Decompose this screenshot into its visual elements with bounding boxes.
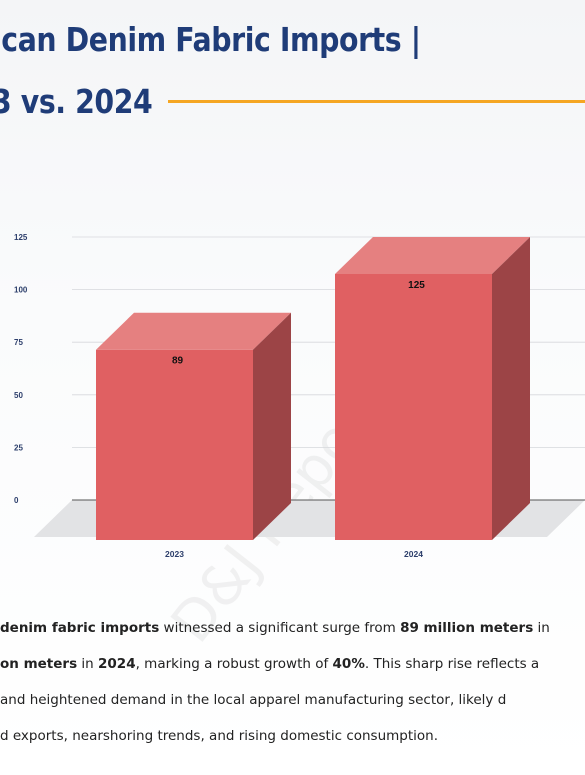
desc-text: in bbox=[77, 656, 99, 672]
bar-top bbox=[335, 237, 530, 274]
bar-top bbox=[96, 312, 291, 350]
desc-text: witnessed a significant surge from bbox=[159, 620, 401, 636]
desc-text: , marking a robust growth of bbox=[135, 656, 333, 672]
bar-side bbox=[492, 237, 530, 540]
bar-front bbox=[96, 349, 253, 540]
desc-text: 40% bbox=[332, 656, 365, 672]
desc-text: in bbox=[533, 620, 550, 636]
y-tick-label: 100 bbox=[14, 286, 28, 295]
bar-chart: 0 25 50 75 100 125 89 125 2023 2024 bbox=[14, 233, 585, 559]
bar-front bbox=[335, 274, 492, 540]
page-title-line-1: ican Denim Fabric Imports | bbox=[0, 20, 421, 59]
desc-text: . This sharp rise reflects a bbox=[364, 656, 540, 672]
y-tick-label: 75 bbox=[14, 338, 23, 347]
description-line-2: on meters in 2024, marking a robust grow… bbox=[0, 656, 539, 672]
desc-text: 89 million meters bbox=[400, 620, 534, 636]
y-tick-label: 25 bbox=[14, 443, 23, 452]
x-category-label: 2023 bbox=[165, 549, 184, 559]
bar-value-label: 125 bbox=[408, 280, 425, 291]
y-tick-label: 125 bbox=[14, 233, 28, 242]
y-tick-label: 50 bbox=[14, 391, 23, 400]
description-line-1: denim fabric imports witnessed a signifi… bbox=[0, 620, 550, 636]
desc-text: denim fabric imports bbox=[0, 620, 160, 636]
page-title-line-2: 3 vs. 2024 bbox=[0, 82, 153, 121]
desc-text: on meters bbox=[0, 656, 78, 672]
bar-side bbox=[253, 312, 291, 540]
title-accent-line bbox=[168, 100, 585, 103]
description-line-4: d exports, nearshoring trends, and risin… bbox=[0, 728, 439, 744]
bar-value-label: 89 bbox=[172, 356, 184, 367]
x-category-label: 2024 bbox=[404, 549, 423, 559]
desc-text: 2024 bbox=[98, 656, 136, 672]
description-line-3: and heightened demand in the local appar… bbox=[0, 692, 507, 708]
y-tick-label: 0 bbox=[14, 496, 19, 505]
